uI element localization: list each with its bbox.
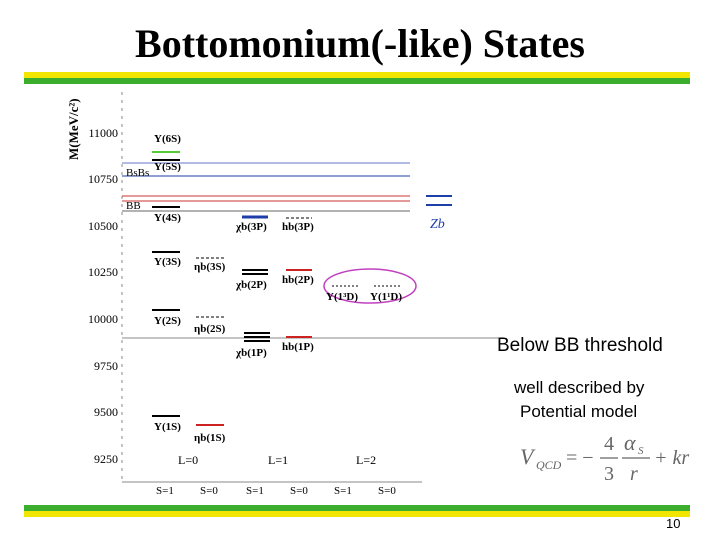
formula-tail: + kr [654,447,689,469]
label-upsilon-13d: Υ(1³D) [326,291,358,303]
formula-lhs: V [520,444,536,469]
ytick-label: 9750 [94,359,118,373]
zb-label: Zb [430,217,445,232]
x-group-label: L=2 [356,453,376,467]
title-underline-yellow [24,72,690,78]
footer-bar-yellow [24,511,690,517]
d-wave-highlight-ellipse [323,268,417,304]
ytick-label: 11000 [88,126,118,140]
footer-bar-green [24,505,690,511]
label-upsilon-2s: Υ(2S) [154,315,181,327]
threshold-label-bsbs: BsBs [126,167,149,179]
label-upsilon-6s: Υ(6S) [154,133,181,145]
formula-num: 4 [604,433,614,455]
slide-title: Bottomonium(-like) States [135,21,585,66]
label-hb-1p: hb(1P) [282,341,314,353]
label-upsilon-4s: Υ(4S) [154,212,181,224]
ytick-label: 9500 [94,405,118,419]
threshold-label-bb: BB [126,200,141,212]
label-etab-1s: ηb(1S) [194,432,226,444]
potential-formula: V QCD = − 4 3 α S r + kr [520,430,689,485]
x-spin-label: S=0 [378,485,396,497]
x-spin-label: S=1 [334,485,352,497]
x-spin-label: S=1 [156,485,174,497]
model-note-line1: well described by [514,378,645,397]
x-group-label: L=0 [178,453,198,467]
formula-lhs-sub: QCD [536,458,562,472]
x-spin-label: S=0 [290,485,308,497]
ytick-label: 10500 [88,219,118,233]
x-spin-label: S=1 [246,485,264,497]
formula-alpha: α [624,430,636,455]
label-chib-2p: χb(2P) [235,279,267,291]
y-axis-label: M(MeV/c²) [66,98,81,160]
formula-r: r [630,463,638,485]
label-etab-2s: ηb(2S) [194,323,226,335]
formula-den: 3 [604,463,614,485]
threshold-note: Below BB threshold [497,335,663,356]
label-etab-3s: ηb(3S) [194,261,226,273]
ytick-label: 10000 [88,312,118,326]
model-note-line2: Potential model [520,402,638,421]
label-chib-1p: χb(1P) [235,347,267,359]
title-underline-green [24,78,690,84]
x-spin-label: S=0 [200,485,218,497]
label-chib-3p: χb(3P) [235,221,267,233]
label-upsilon-1s: Υ(1S) [154,421,181,433]
formula-eq: = − [566,447,594,469]
label-upsilon-11d: Υ(1¹D) [370,291,402,303]
label-hb-2p: hb(2P) [282,274,314,286]
ytick-label: 10750 [88,172,118,186]
label-upsilon-5s: Υ(5S) [154,161,181,173]
formula-alpha-sub: S [638,445,644,457]
page-number: 10 [666,516,681,531]
ytick-label: 9250 [94,452,118,466]
label-upsilon-3s: Υ(3S) [154,256,181,268]
label-hb-3p: hb(3P) [282,221,314,233]
x-group-label: L=1 [268,453,288,467]
spectrum-diagram: M(MeV/c²) 11000 10750 10500 10250 10000 … [66,92,502,497]
ytick-label: 10250 [88,265,118,279]
